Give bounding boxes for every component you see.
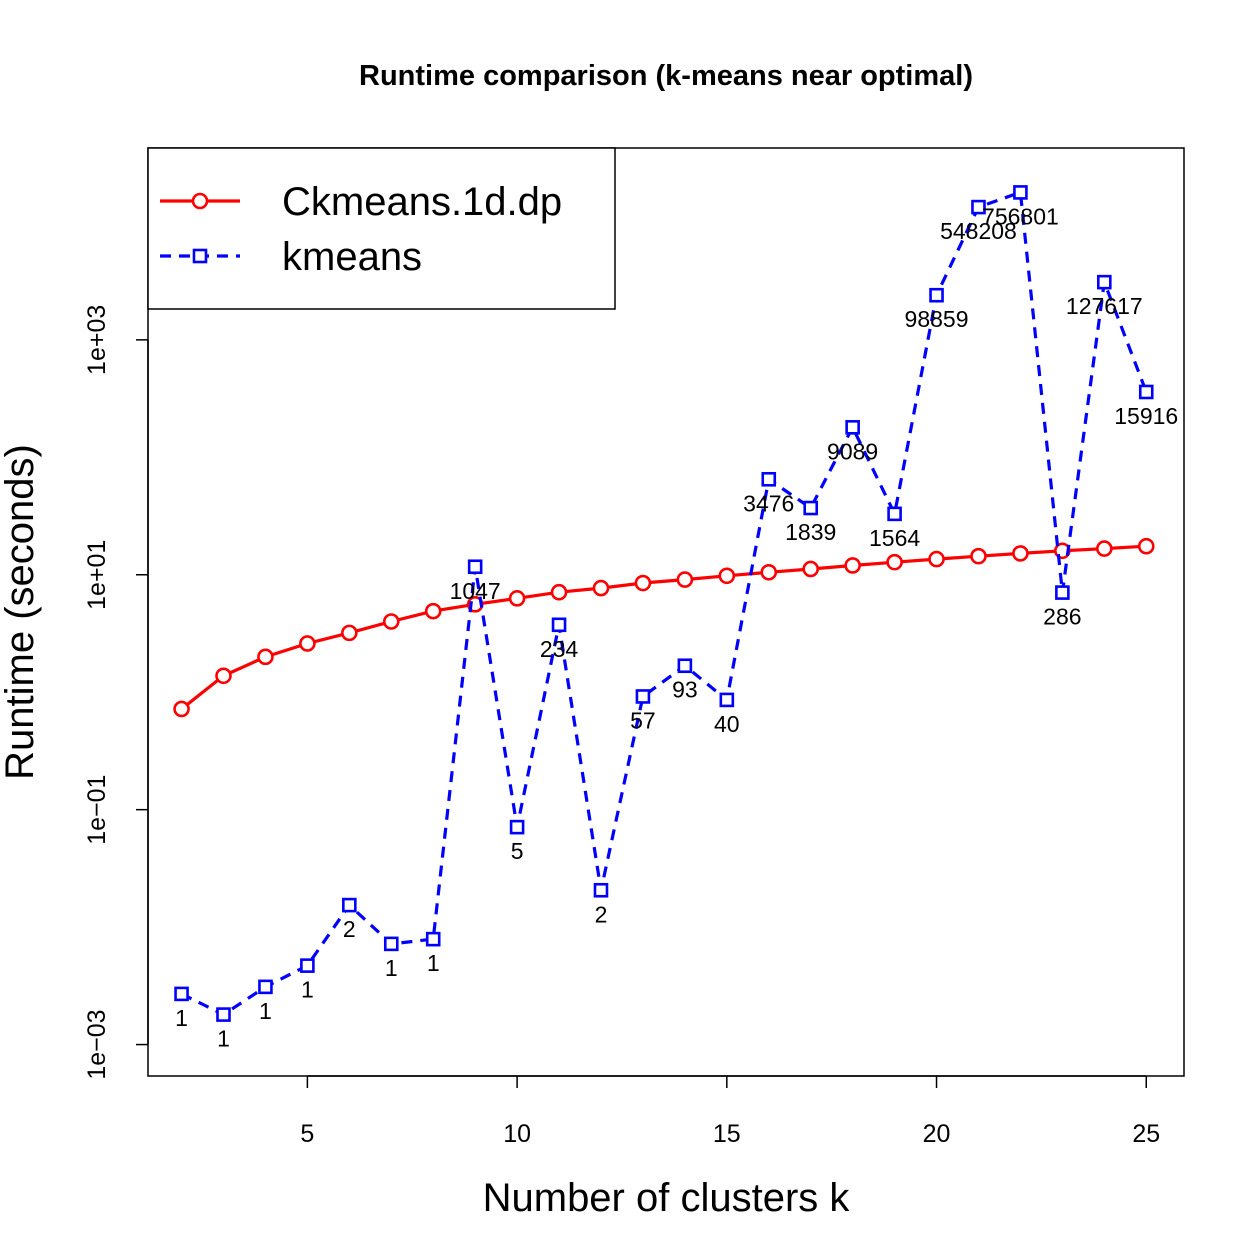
data-point xyxy=(886,553,903,571)
data-point xyxy=(845,420,860,435)
point-label: 98859 xyxy=(905,306,969,332)
x-tick-label: 15 xyxy=(713,1120,741,1148)
data-point xyxy=(970,547,987,565)
point-label: 234 xyxy=(540,636,579,662)
data-point xyxy=(887,506,902,522)
data-point xyxy=(342,897,357,913)
legend-marker xyxy=(191,192,209,210)
data-point xyxy=(592,579,610,597)
point-label: 2 xyxy=(343,916,356,942)
data-point xyxy=(928,550,945,568)
point-label: 286 xyxy=(1043,604,1081,630)
legend-item: Ckmeans.1d.dp xyxy=(160,180,562,224)
data-point xyxy=(215,667,232,685)
data-point xyxy=(174,986,189,1002)
data-point xyxy=(508,590,526,607)
data-point xyxy=(425,931,441,947)
x-tick-label: 5 xyxy=(300,1120,314,1148)
point-label: 3476 xyxy=(743,490,794,516)
series-line xyxy=(180,544,1147,711)
point-label: 1564 xyxy=(869,525,920,551)
data-point xyxy=(803,500,819,516)
data-point xyxy=(1138,384,1154,400)
data-point xyxy=(593,882,609,898)
legend: Ckmeans.1d.dp kmeans xyxy=(147,147,616,310)
data-point xyxy=(1055,585,1070,600)
data-point xyxy=(383,936,399,952)
point-label: 1 xyxy=(259,998,272,1024)
data-point xyxy=(1013,185,1028,200)
data-point xyxy=(1096,540,1113,557)
point-label: 40 xyxy=(714,711,740,737)
point-label: 1 xyxy=(427,950,440,976)
data-point xyxy=(760,563,778,581)
x-tick-label: 20 xyxy=(923,1120,951,1148)
x-axis-title: Number of clusters k xyxy=(483,1176,851,1220)
point-label: 127617 xyxy=(1066,293,1143,319)
point-label: 2 xyxy=(595,901,608,927)
point-label: 1 xyxy=(175,1005,188,1031)
data-point xyxy=(257,648,274,666)
data-point xyxy=(971,199,986,215)
data-point xyxy=(509,819,525,835)
legend-box xyxy=(147,147,616,310)
data-point xyxy=(258,979,273,995)
point-label: 9089 xyxy=(827,438,878,464)
chart-title: Runtime comparison (k-means near optimal… xyxy=(359,60,973,92)
point-label: 1047 xyxy=(450,578,501,604)
x-axis: 5 10 15 20 25 xyxy=(300,1075,1160,1148)
series-1: 1 1 1 1 2 1 1 1047 5 234 2 57 93 40 3476 1839 9089 1564 98… xyxy=(174,185,1178,1052)
point-label: 93 xyxy=(672,677,698,703)
legend-item: kmeans xyxy=(160,235,422,279)
point-label: 548208 xyxy=(940,218,1017,244)
data-point xyxy=(1097,274,1112,290)
x-tick-label: 10 xyxy=(503,1120,531,1148)
data-point xyxy=(1137,537,1155,555)
y-tick-label: 1e+03 xyxy=(83,305,111,375)
data-point xyxy=(634,574,652,592)
data-point xyxy=(216,1007,231,1022)
point-label: 1839 xyxy=(785,519,836,545)
data-point xyxy=(929,287,944,303)
data-point xyxy=(382,613,400,630)
point-label: 1 xyxy=(301,977,314,1003)
point-label: 756801 xyxy=(982,203,1059,229)
data-point xyxy=(718,567,736,585)
legend-label: kmeans xyxy=(282,235,422,279)
y-tick-label: 1e−03 xyxy=(83,1009,111,1079)
data-point xyxy=(467,559,483,575)
data-point xyxy=(173,700,190,718)
data-point xyxy=(300,958,315,973)
point-label: 1 xyxy=(217,1026,230,1052)
plot-area: 1 1 1 1 2 1 1 1047 5 234 2 57 93 40 3476 1839 9089 1564 98… xyxy=(173,185,1178,1052)
data-point xyxy=(844,557,861,574)
data-point xyxy=(424,602,442,620)
series-0 xyxy=(173,537,1155,718)
data-point xyxy=(761,471,777,487)
point-label: 57 xyxy=(630,707,656,733)
legend-marker xyxy=(192,248,208,264)
point-label: 15916 xyxy=(1114,403,1178,429)
point-label: 5 xyxy=(511,838,524,864)
data-point xyxy=(550,583,568,601)
data-point xyxy=(635,689,651,704)
y-tick-label: 1e−01 xyxy=(83,775,111,845)
y-tick-label: 1e+01 xyxy=(83,540,111,610)
data-point xyxy=(551,617,567,633)
y-axis: 1e−03 1e−01 1e+01 1e+03 xyxy=(83,305,149,1080)
data-point xyxy=(719,692,735,708)
point-label: 1 xyxy=(385,955,398,981)
data-point xyxy=(1012,545,1029,562)
data-point xyxy=(676,571,694,588)
series-line xyxy=(180,190,1148,1017)
data-point xyxy=(341,624,358,642)
data-point xyxy=(299,635,316,652)
y-axis-title: Runtime (seconds) xyxy=(0,444,42,780)
data-point xyxy=(677,658,693,674)
legend-label: Ckmeans.1d.dp xyxy=(282,180,562,224)
x-tick-label: 25 xyxy=(1132,1120,1160,1148)
data-point xyxy=(802,560,820,578)
